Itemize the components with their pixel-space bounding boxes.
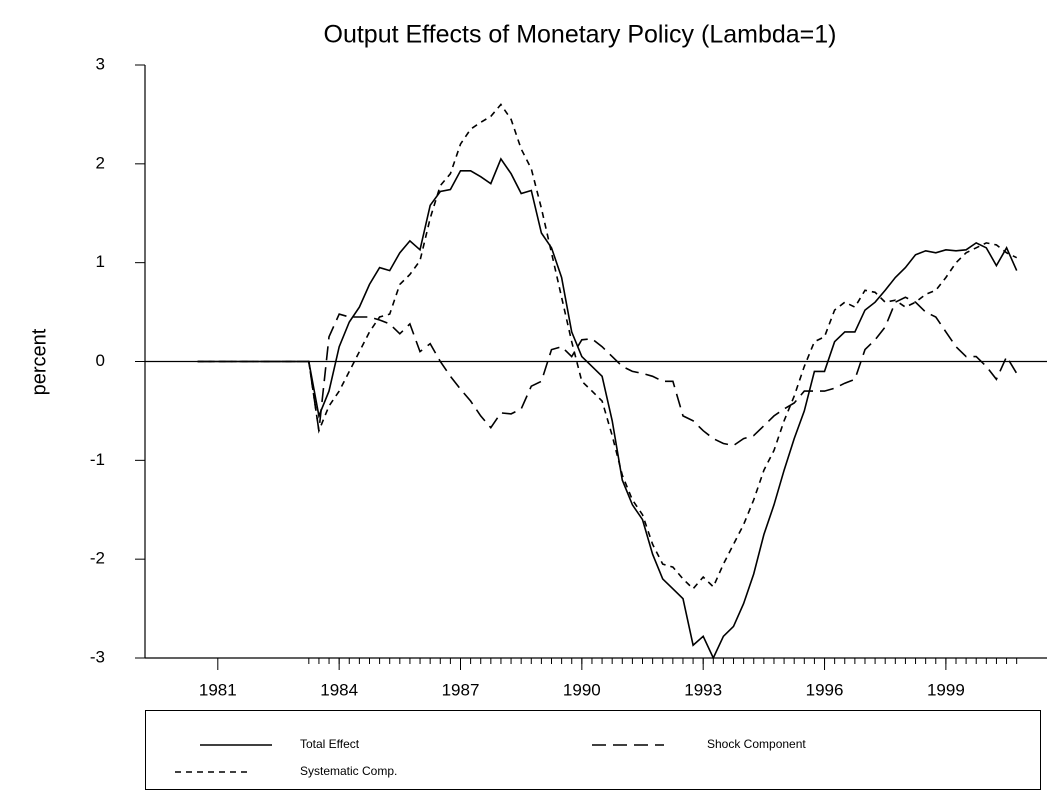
y-tick-label: 3 [96, 54, 105, 73]
chart-title: Output Effects of Monetary Policy (Lambd… [324, 21, 837, 49]
y-tick-label: 2 [96, 153, 105, 172]
y-tick-label: -1 [90, 450, 105, 469]
x-tick-label: 1993 [684, 680, 722, 699]
legend-label: Systematic Comp. [300, 764, 397, 778]
series-line [197, 296, 1018, 447]
y-tick-label: -3 [90, 647, 105, 666]
legend-box [145, 710, 1041, 790]
x-tick-label: 1996 [806, 680, 844, 699]
y-axis-label: percent [28, 328, 50, 395]
series-line [197, 157, 1018, 660]
x-tick-label: 1981 [199, 680, 237, 699]
x-tick-label: 1984 [320, 680, 358, 699]
y-tick-label: -2 [90, 549, 105, 568]
legend-label: Total Effect [300, 737, 360, 751]
y-tick-label: 0 [96, 351, 105, 370]
x-tick-label: 1987 [442, 680, 480, 699]
x-tick-label: 1990 [563, 680, 601, 699]
y-tick-label: 1 [96, 252, 105, 271]
series-line [197, 103, 1018, 590]
x-tick-label: 1999 [927, 680, 965, 699]
legend-label: Shock Component [707, 737, 806, 751]
